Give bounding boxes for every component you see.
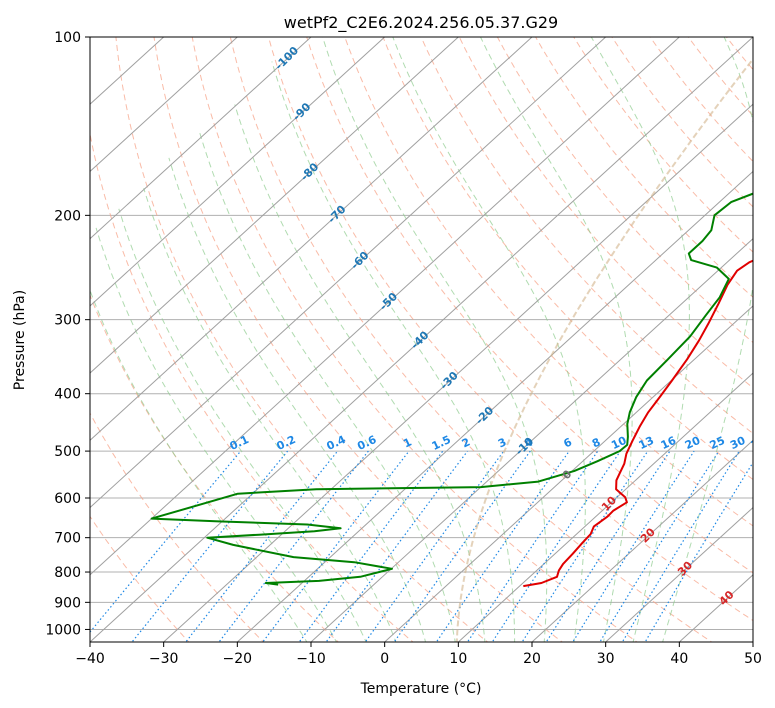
mixing-ratio-label: 36 [749,434,769,452]
y-tick-label: 500 [54,444,81,460]
y-axis-label: Pressure (hPa) [12,290,28,390]
mixing-ratio-line [521,450,649,642]
moist-adiabat [143,188,397,642]
y-tick-label: 400 [54,387,81,403]
x-tick-label: −30 [149,651,179,667]
y-tick-label: 900 [54,595,81,611]
x-tick-label: 0 [380,651,389,667]
x-tick-label: 50 [744,651,762,667]
dry-adiabat [90,131,414,642]
dry-adiabat [306,37,753,574]
mixing-ratio-line [364,450,505,642]
isotherm-line [457,372,753,642]
x-tick-label: 30 [597,651,615,667]
mixing-ratio-line [466,450,599,642]
moist-adiabat [662,37,753,642]
y-tick-label: 1000 [45,622,81,638]
mixing-ratio-line [491,450,621,642]
y-tick-label: 700 [54,531,81,547]
mixing-ratio-line [131,450,289,642]
mixing-ratio-line [393,450,531,642]
isotherms [90,37,753,642]
mixing-ratio-label: 10 [609,434,629,452]
mixing-ratio-line [325,450,468,642]
moist-adiabat [480,37,633,642]
plot-frame [89,36,754,643]
isotherm-line [604,506,753,642]
isotherm-line [162,103,753,642]
mixing-ratio-label: 30 [728,434,748,452]
isotherm-line [90,37,386,307]
isotherm-line [90,37,239,173]
dry-adiabats [90,37,753,642]
dry-adiabat [90,412,265,642]
x-tick-label: −40 [75,651,105,667]
mixing-ratio-line [435,450,570,642]
x-tick-label: −10 [296,651,326,667]
reference-curve-line [455,57,753,642]
dry-adiabat [344,37,753,527]
x-tick-label: 10 [449,651,467,667]
x-tick-label: 40 [670,651,688,667]
mixing-ratio-line [621,450,740,642]
isotherm-line [90,37,312,240]
isotherm-line [90,37,533,442]
dry-adiabat [229,37,713,642]
isotherm-line [236,170,753,642]
chart-title: wetPf2_C2E6.2024.256.05.37.G29 [284,13,558,33]
profile-lines [150,192,753,588]
mixing-ratio-line [572,450,695,642]
mixing-ratio-label: 13 [637,434,656,452]
isotherm-line [310,237,753,642]
y-axis: 100 200 300 400 500 600 700 800 900 1000 [45,30,90,638]
dry-adiabat [191,37,638,642]
mixing-ratio-line [218,450,369,642]
reference-curve [455,57,753,642]
isotherm-line [90,37,607,509]
mixing-ratio-line [185,450,339,642]
moist-adiabats [90,37,753,642]
moist-adiabat [199,132,456,642]
dry-adiabat [115,37,489,642]
moist-adiabat [90,289,308,642]
isotherm-line [90,37,681,576]
moist-adiabat [118,208,367,642]
y-tick-label: 200 [54,208,81,224]
y-tick-label: 800 [54,565,81,581]
isotherm-line [531,439,753,642]
y-tick-label: 100 [54,30,81,46]
moist-adiabat [271,61,516,642]
mixing-ratio-label: 25 [708,434,727,452]
dry-adiabat [267,37,753,622]
mixing-ratio-label: 20 [683,434,703,452]
mixing-ratio-line [545,450,671,642]
temperature-line [523,259,753,588]
x-tick-label: 20 [523,651,541,667]
mixing-ratio-lines [90,450,753,642]
mixing-ratio-label: 16 [659,434,679,452]
isotherm-line [383,305,753,642]
moist-adiabat [234,104,486,642]
moist-adiabat [95,227,338,642]
dewpoint-line [150,192,753,586]
isotherm-line [90,37,460,374]
x-axis-label: Temperature (°C) [360,681,482,697]
x-tick-label: −20 [223,651,253,667]
y-tick-label: 300 [54,313,81,329]
x-axis: −40 −30 −20 −10 0 10 20 30 40 50 [75,642,762,667]
mixing-ratio-line [599,450,720,642]
y-tick-label: 600 [54,491,81,507]
isotherm-line [90,37,753,642]
dry-adiabat [90,293,339,642]
moist-adiabat [392,37,586,642]
moist-adiabat [322,37,548,642]
moist-adiabat [168,157,427,642]
moist-adiabat [590,37,690,642]
